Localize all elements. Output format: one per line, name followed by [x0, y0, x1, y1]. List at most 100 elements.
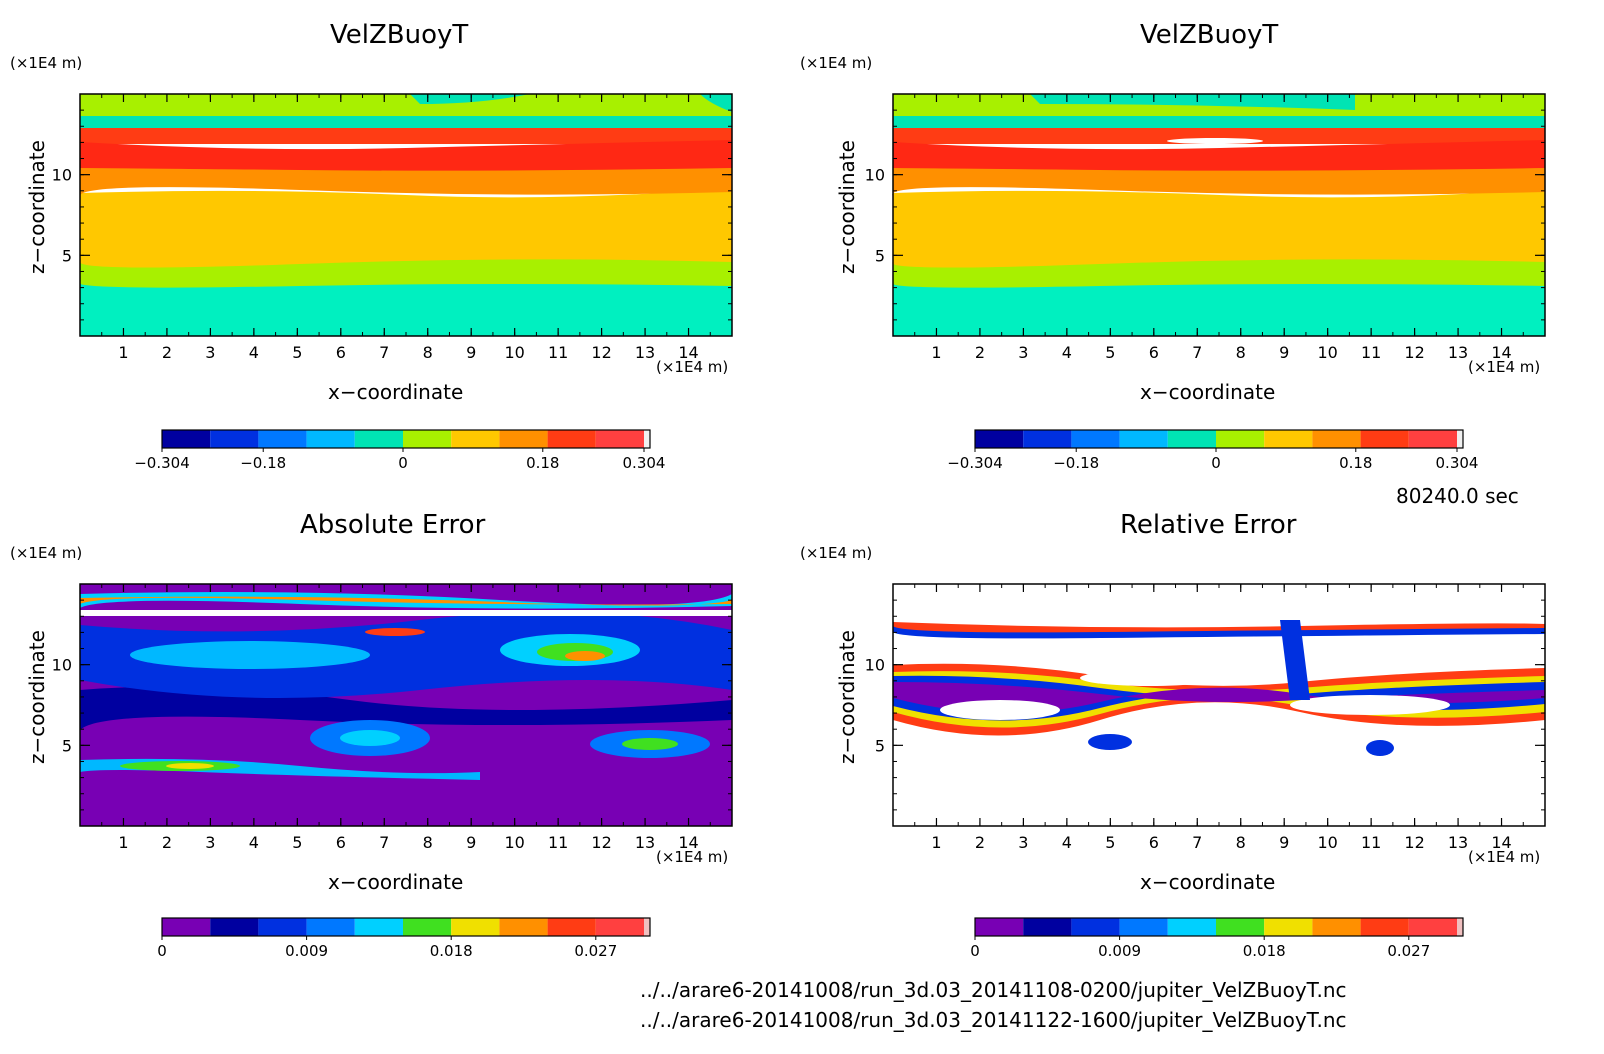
panel1-unit-x: (×1E4 m) [656, 358, 729, 376]
p2-colorbar-frame [974, 429, 1464, 449]
p1-colorbar-segment [354, 430, 403, 448]
panel2-title: VelZBuoyT [1140, 20, 1279, 50]
panel3-title: Absolute Error [300, 510, 486, 540]
p2-band-cyan-top [893, 116, 1545, 128]
p2-xtick-label: 4 [1062, 343, 1072, 362]
p2-white-spot [1167, 138, 1263, 144]
p3-red-spot [365, 628, 425, 636]
p3-ytick-label: 5 [62, 736, 72, 755]
p3-colorbar-segment [547, 918, 596, 936]
p3-blob-mid1b [340, 730, 400, 746]
p4-xtick-label: 5 [1105, 833, 1115, 852]
p3-colorbar-label: 0.009 [285, 942, 328, 960]
p3-xtick-label: 3 [205, 833, 215, 852]
p2-xtick-label: 12 [1404, 343, 1424, 362]
p3-xtick-label: 11 [548, 833, 568, 852]
p1-xtick-label: 6 [336, 343, 346, 362]
p4-blob-low1 [1088, 734, 1132, 750]
p2-xtick-label: 8 [1236, 343, 1246, 362]
file-path-2: ../../arare6-20141008/run_3d.03_20141122… [640, 1008, 1347, 1032]
p3-blue-upper [80, 612, 732, 698]
p4-xtick-label: 1 [931, 833, 941, 852]
p1-colorbar-label: −0.18 [240, 454, 286, 472]
p1-colorbar-segment [210, 430, 259, 448]
p1-xtick-label: 10 [504, 343, 524, 362]
p2-band-red [893, 140, 1545, 171]
p3-colorbar-segment [306, 918, 355, 936]
panel4-unit-y: (×1E4 m) [800, 544, 873, 562]
p1-band-red-top [80, 128, 732, 144]
p3-colorbar-segment [162, 918, 211, 936]
p1-band-yellow [80, 188, 732, 268]
panel3-unit-x: (×1E4 m) [656, 848, 729, 866]
p1-colorbar-segment [258, 430, 307, 448]
p2-xtick-label: 3 [1018, 343, 1028, 362]
p3-low-band-yellow [166, 763, 214, 769]
p3-top-white [80, 610, 732, 616]
p3-colorbar-segment [403, 918, 452, 936]
p2-colorbar-segment [1167, 430, 1216, 448]
p4-colorbar-segment [1216, 918, 1265, 936]
p3-cyan-blob1 [130, 641, 370, 669]
time-label: 80240.0 sec [1396, 484, 1519, 508]
p1-band-cyan-top [80, 116, 732, 128]
p1-xtick-label: 11 [548, 343, 568, 362]
p2-xtick-label: 10 [1317, 343, 1337, 362]
p1-xtick-label: 9 [466, 343, 476, 362]
p2-ytick-label: 10 [865, 166, 885, 185]
panel4-unit-x: (×1E4 m) [1468, 848, 1541, 866]
p3-xtick-label: 13 [635, 833, 655, 852]
p4-colorbar-label: 0.018 [1243, 942, 1286, 960]
panel3-xlabel: x−coordinate [328, 870, 464, 894]
panel1-unit-y: (×1E4 m) [10, 54, 83, 72]
p4-ytick-label: 10 [865, 656, 885, 675]
p2-xtick-label: 6 [1149, 343, 1159, 362]
p2-xtick-label: 11 [1361, 343, 1381, 362]
p2-colorbar-segment [1071, 430, 1120, 448]
p3-xtick-label: 10 [504, 833, 524, 852]
p4-ytick-label: 5 [875, 736, 885, 755]
p4-xtick-label: 13 [1448, 833, 1468, 852]
p4-colorbar-label: 0.027 [1387, 942, 1430, 960]
p3-colorbar-label: 0.018 [430, 942, 473, 960]
p2-xtick-label: 7 [1192, 343, 1202, 362]
p3-blob-mid2b [622, 738, 678, 750]
p4-vert-blue [1280, 620, 1310, 700]
p1-xtick-label: 13 [635, 343, 655, 362]
file-path-1: ../../arare6-20141008/run_3d.03_20141108… [640, 978, 1347, 1002]
panel1-xlabel: x−coordinate [328, 380, 464, 404]
p2-cyan-patch [1030, 94, 1355, 110]
p2-ytick-label: 5 [875, 246, 885, 265]
p4-colorbar-segment [1408, 918, 1457, 936]
p1-xtick-label: 7 [379, 343, 389, 362]
p3-colorbar-segment [451, 918, 500, 936]
panel2-unit-x: (×1E4 m) [1468, 358, 1541, 376]
p4-colorbar-frame [974, 917, 1464, 937]
p2-xtick-label: 1 [931, 343, 941, 362]
p1-ytick-label: 5 [62, 246, 72, 265]
p1-xtick-label: 12 [591, 343, 611, 362]
p2-colorbar-segment [975, 430, 1024, 448]
p4-white-hole2 [1080, 670, 1220, 686]
p3-orange-blob [565, 651, 605, 661]
p1-colorbar-segment [499, 430, 548, 448]
p2-band-red-top [893, 128, 1545, 144]
p1-colorbar-label: 0.18 [526, 454, 559, 472]
p4-xtick-label: 4 [1062, 833, 1072, 852]
p1-xtick-label: 3 [205, 343, 215, 362]
p3-xtick-label: 9 [466, 833, 476, 852]
p2-colorbar-segment [1023, 430, 1072, 448]
p3-xtick-label: 4 [249, 833, 259, 852]
p4-xtick-label: 3 [1018, 833, 1028, 852]
p4-colorbar-segment [1312, 918, 1361, 936]
p4-xtick-label: 2 [975, 833, 985, 852]
p4-colorbar-label: 0.009 [1098, 942, 1141, 960]
p4-colorbar-segment [1119, 918, 1168, 936]
p1-xtick-label: 8 [423, 343, 433, 362]
panel3-unit-y: (×1E4 m) [10, 544, 83, 562]
p4-colorbar-segment [1360, 918, 1409, 936]
p1-colorbar-segment [162, 430, 211, 448]
